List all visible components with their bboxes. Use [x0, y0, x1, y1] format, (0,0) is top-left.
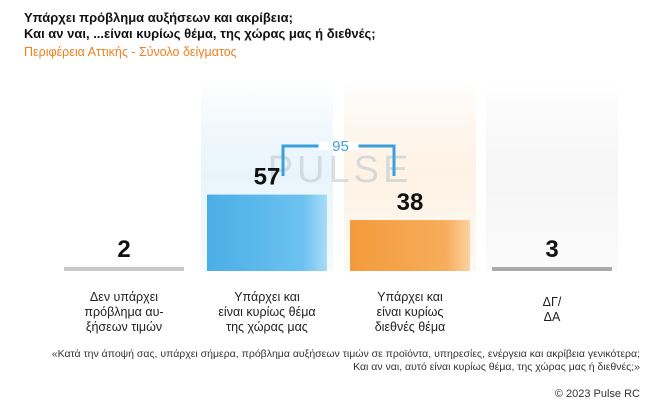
bar-1	[64, 267, 184, 271]
category-label-line: ΔΑ	[543, 310, 561, 324]
column-backdrop	[486, 82, 618, 271]
bracket-label-gap	[318, 142, 359, 150]
bar-3	[350, 220, 470, 271]
category-label-2: Υπάρχει και είναι κυρίως θέμα της χώρας μα…	[202, 290, 332, 335]
bar-2	[207, 194, 327, 271]
category-label-4: ΔΓ/ΔΑ	[487, 295, 617, 325]
copyright-notice: © 2023 Pulse RC	[554, 388, 640, 400]
category-label-line: ΔΓ/	[542, 295, 562, 309]
category-label-line: Δεν υπάρχει	[89, 290, 159, 304]
category-label-line: πρόβλημα αυ-	[84, 305, 164, 319]
category-label-line: είναι κυρίως	[376, 305, 444, 319]
category-label-line: ξήσεων τιμών	[85, 320, 163, 334]
category-label-line: της χώρας μας	[226, 320, 308, 334]
group-total-label: 95	[332, 138, 349, 155]
category-label-line: είναι κυρίως θέμα	[218, 305, 316, 319]
title-line-1: Υπάρχει πρόβλημα αυξήσεων και ακρίβεια;	[24, 10, 293, 25]
category-label-line: Υπάρχει και	[377, 290, 443, 304]
survey-question: «Κατά την άποψή σας, υπάρχει σήμερα, πρό…	[51, 348, 640, 373]
data-label-1: 2	[117, 236, 130, 263]
data-label-4: 3	[545, 236, 558, 263]
category-label-line: διεθνές θέμα	[374, 320, 446, 334]
data-label-2: 57	[254, 164, 281, 191]
chart-title: Υπάρχει πρόβλημα αυξήσεων και ακρίβεια; …	[24, 10, 634, 42]
category-label-3: Υπάρχει και είναι κυρίως διεθνές θέμα	[345, 290, 475, 335]
category-label-1: Δεν υπάρχει πρόβλημα αυ-ξήσεων τιμών	[59, 290, 189, 335]
title-line-2: Και αν ναι, ...είναι κυρίως θέμα, της χώ…	[24, 26, 376, 41]
pulse-watermark: PULSE	[268, 149, 413, 191]
bar-4	[492, 267, 612, 271]
chart-subtitle: Περιφέρεια Αττικής - Σύνολο δείγματος	[24, 45, 237, 59]
data-label-3: 38	[397, 189, 424, 216]
category-label-line: Υπάρχει και	[234, 290, 300, 304]
